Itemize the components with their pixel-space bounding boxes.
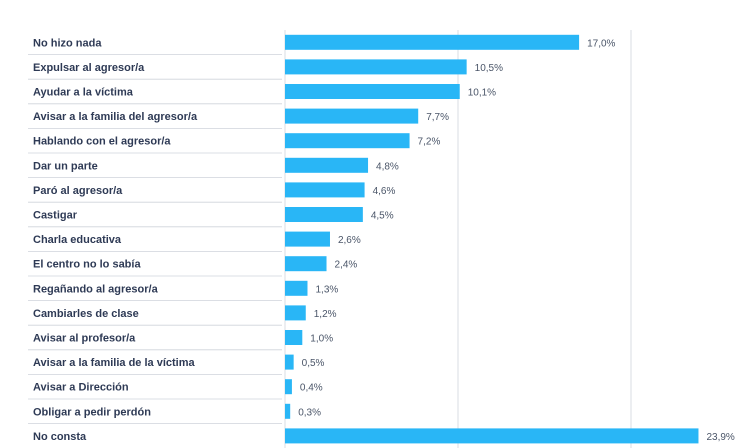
value-label-12: 1,0% <box>310 334 333 345</box>
bar-5 <box>285 157 369 173</box>
bar-2 <box>285 84 460 99</box>
category-label-8: Charla educativa <box>33 234 122 246</box>
value-label-10: 1,3% <box>315 284 338 295</box>
value-label-6: 4,6% <box>373 186 396 197</box>
bar-12 <box>285 330 303 345</box>
bar-15 <box>285 403 291 419</box>
bar-10 <box>285 280 308 296</box>
category-label-4: Hablando con el agresor/a <box>33 136 171 148</box>
bar-0 <box>285 34 580 50</box>
bar-1 <box>285 59 467 75</box>
category-label-3: Avisar a la familia del agresor/a <box>33 111 198 123</box>
category-label-9: El centro no lo sabía <box>33 259 141 271</box>
category-label-11: Cambiarles de clase <box>33 308 139 320</box>
category-label-14: Avisar a Dirección <box>33 382 129 394</box>
bar-11 <box>285 305 306 321</box>
category-label-2: Ayudar a la víctima <box>33 87 134 99</box>
category-label-5: Dar un parte <box>33 160 98 172</box>
bar-16 <box>285 428 699 444</box>
bar-4 <box>285 133 410 149</box>
bar-8 <box>285 231 330 247</box>
value-label-13: 0,5% <box>302 358 325 369</box>
value-label-8: 2,6% <box>338 235 361 246</box>
bar-14 <box>285 379 292 395</box>
bar-9 <box>285 256 327 272</box>
category-label-0: No hizo nada <box>33 37 102 49</box>
value-label-3: 7,7% <box>426 112 449 123</box>
category-label-16: No consta <box>33 431 87 443</box>
category-label-6: Paró al agresor/a <box>33 185 123 197</box>
bar-7 <box>285 207 363 222</box>
category-labels: No hizo nada Expulsar al agresor/a Ayudar … <box>33 37 198 443</box>
value-label-0: 17,0% <box>587 38 615 49</box>
category-label-12: Avisar al profesor/a <box>33 333 136 345</box>
category-label-15: Obligar a pedir perdón <box>33 406 151 418</box>
value-label-14: 0,4% <box>300 383 323 394</box>
bar-13 <box>285 354 294 370</box>
row-separators <box>28 54 282 425</box>
bar-6 <box>285 182 365 198</box>
value-label-5: 4,8% <box>376 161 399 172</box>
value-label-16: 23,9% <box>706 432 734 443</box>
bar-3 <box>285 108 419 124</box>
category-label-10: Regañando al agresor/a <box>33 283 159 295</box>
category-label-1: Expulsar al agresor/a <box>33 62 145 74</box>
category-label-13: Avisar a la familia de la víctima <box>33 357 196 369</box>
category-label-7: Castigar <box>33 210 78 222</box>
value-label-4: 7,2% <box>418 137 441 148</box>
value-label-2: 10,1% <box>468 88 496 99</box>
value-labels: 17,0% 10,5% 10,1% 7,7% 7,2% 4,8% 4,6% 4,5% 2,6% 2… <box>298 38 735 443</box>
value-label-11: 1,2% <box>314 309 337 320</box>
value-label-7: 4,5% <box>371 211 394 222</box>
value-label-9: 2,4% <box>335 260 358 271</box>
value-label-1: 10,5% <box>475 63 503 74</box>
bars <box>285 34 699 444</box>
value-label-15: 0,3% <box>298 407 321 418</box>
